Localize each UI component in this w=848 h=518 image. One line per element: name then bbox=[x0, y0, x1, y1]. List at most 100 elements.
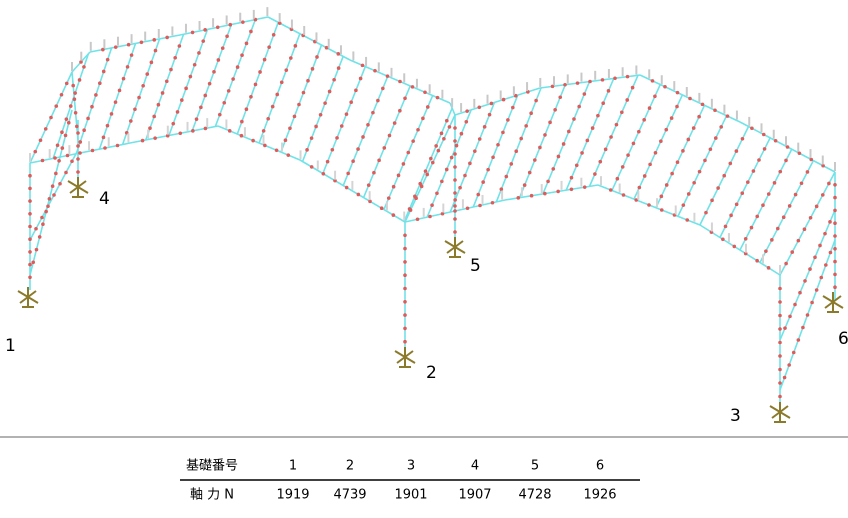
node-dot bbox=[240, 119, 244, 124]
member bbox=[214, 19, 257, 127]
node-dot bbox=[306, 78, 310, 83]
node-dot bbox=[688, 96, 692, 101]
node-dot bbox=[821, 163, 825, 168]
node-dot bbox=[778, 354, 782, 358]
node-dot bbox=[344, 112, 349, 116]
table-cell: 1907 bbox=[458, 488, 491, 503]
node-dot bbox=[274, 148, 279, 153]
node-dot bbox=[477, 137, 482, 141]
node-dot bbox=[356, 147, 360, 151]
node-dot bbox=[453, 191, 457, 195]
node-dot bbox=[582, 92, 587, 96]
node-dot bbox=[796, 238, 801, 243]
node-dot bbox=[642, 174, 647, 178]
node-dot bbox=[76, 157, 80, 161]
node-dot bbox=[398, 108, 402, 113]
node-dot bbox=[477, 105, 482, 110]
table-header-cell: 4 bbox=[471, 459, 479, 474]
node-dot bbox=[449, 155, 454, 160]
node-dot bbox=[453, 198, 457, 202]
node-dot bbox=[207, 81, 212, 86]
node-dot bbox=[310, 67, 315, 71]
node-dot bbox=[814, 204, 819, 209]
node-dot bbox=[734, 149, 739, 153]
node-dot bbox=[59, 92, 64, 97]
node-dot bbox=[332, 77, 336, 82]
node-dot bbox=[387, 133, 392, 138]
node-dot bbox=[501, 130, 505, 135]
node-dot bbox=[740, 136, 745, 141]
node-dot bbox=[403, 326, 407, 331]
member bbox=[739, 148, 793, 251]
node-dot bbox=[156, 102, 161, 107]
member bbox=[145, 33, 185, 141]
node-dot bbox=[740, 191, 745, 195]
node-dot bbox=[165, 35, 169, 40]
node-dot bbox=[533, 158, 537, 162]
node-dot bbox=[675, 90, 680, 95]
node-dot bbox=[781, 215, 786, 220]
node-dot bbox=[509, 162, 514, 166]
node-dot bbox=[489, 101, 494, 106]
node-dot bbox=[52, 193, 56, 197]
node-dot bbox=[323, 101, 327, 105]
node-dot bbox=[113, 45, 118, 49]
node-dot bbox=[833, 195, 837, 200]
node-dot bbox=[766, 192, 771, 196]
node-dot bbox=[190, 30, 195, 35]
node-dot bbox=[385, 74, 390, 78]
node-dot bbox=[372, 170, 376, 175]
node-dot bbox=[750, 126, 754, 131]
table-cell: 1926 bbox=[583, 488, 616, 503]
node-dot bbox=[64, 117, 69, 121]
node-dot bbox=[71, 83, 75, 88]
node-dot bbox=[413, 194, 417, 199]
node-dot bbox=[73, 91, 77, 95]
node-dot bbox=[366, 123, 370, 127]
node-dot bbox=[55, 143, 60, 148]
node-dot bbox=[49, 115, 53, 120]
node-dot bbox=[286, 153, 291, 157]
node-dot bbox=[251, 138, 255, 143]
node-dot bbox=[171, 121, 176, 126]
member bbox=[779, 209, 836, 341]
node-dot bbox=[473, 149, 477, 153]
member bbox=[342, 75, 389, 186]
member bbox=[655, 104, 706, 209]
node-dot bbox=[600, 78, 605, 82]
node-dot bbox=[614, 122, 619, 127]
node-dot bbox=[824, 263, 828, 267]
node-dot bbox=[349, 100, 353, 105]
node-dot bbox=[453, 165, 457, 169]
node-dot bbox=[833, 259, 837, 264]
node-dot bbox=[703, 158, 707, 163]
member bbox=[611, 84, 662, 191]
node-dot bbox=[225, 34, 229, 39]
member bbox=[404, 114, 456, 223]
node-dot bbox=[188, 74, 193, 79]
node-dot bbox=[73, 111, 78, 115]
table-header-cell: 6 bbox=[596, 459, 604, 474]
node-dot bbox=[788, 314, 792, 319]
member bbox=[719, 137, 771, 238]
member bbox=[267, 16, 351, 61]
node-dot bbox=[722, 173, 727, 178]
node-dot bbox=[336, 52, 341, 56]
node-dot bbox=[511, 105, 515, 110]
support-symbol bbox=[769, 402, 791, 423]
node-dot bbox=[778, 340, 782, 345]
node-dot bbox=[403, 273, 407, 278]
node-dot bbox=[416, 127, 420, 132]
node-dot bbox=[173, 55, 177, 60]
node-dot bbox=[692, 180, 696, 185]
node-dot bbox=[244, 41, 249, 46]
node-dot bbox=[66, 120, 71, 125]
node-dot bbox=[828, 220, 832, 224]
node-dot bbox=[820, 193, 825, 197]
node-dot bbox=[351, 159, 355, 164]
node-dot bbox=[732, 244, 737, 249]
node-dot bbox=[563, 82, 567, 87]
node-dot bbox=[103, 146, 107, 150]
node-dot bbox=[423, 169, 428, 173]
member bbox=[258, 33, 301, 144]
